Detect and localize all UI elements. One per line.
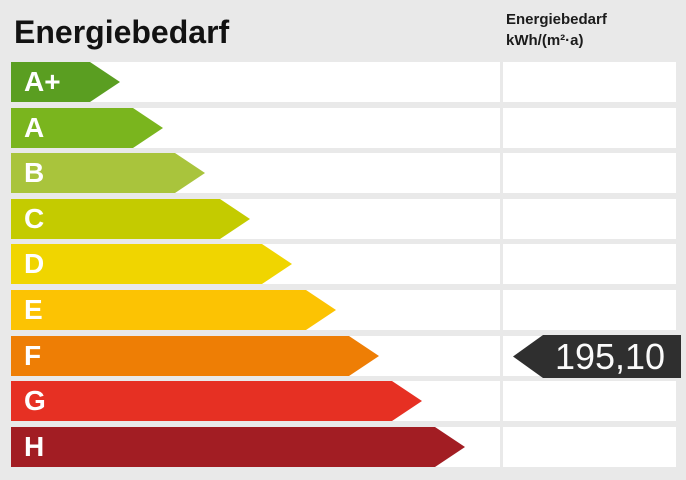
value-cell xyxy=(503,153,676,193)
value-cell xyxy=(503,62,676,102)
class-label: G xyxy=(24,385,46,416)
value-column-header-line1: Energiebedarf xyxy=(506,11,607,28)
value-column-header: Energiebedarf kWh/(m²·a) xyxy=(506,9,607,51)
arrow-h: H xyxy=(11,427,465,467)
value-cell xyxy=(503,427,676,467)
scale-row-a-plus: A+ xyxy=(0,62,686,102)
scale-row-d: D xyxy=(0,244,686,284)
scale-row-a: A xyxy=(0,108,686,148)
scale-row-b: B xyxy=(0,153,686,193)
scale-row-g: G xyxy=(0,381,686,421)
value-cell xyxy=(503,108,676,148)
arrow-b: B xyxy=(11,153,205,193)
page-title: Energiebedarf xyxy=(14,14,230,50)
arrow-e: E xyxy=(11,290,336,330)
value-marker: 195,10 xyxy=(513,335,681,378)
class-label: D xyxy=(24,248,45,279)
class-label: F xyxy=(24,340,42,371)
class-label: A+ xyxy=(24,66,61,97)
class-label: B xyxy=(24,157,45,188)
class-label: A xyxy=(24,112,45,143)
class-label: H xyxy=(24,431,45,462)
arrow-a: A xyxy=(11,108,163,148)
class-label: E xyxy=(24,294,43,325)
scale-row-h: H xyxy=(0,427,686,467)
arrow-c: C xyxy=(11,199,250,239)
arrow-f: F xyxy=(11,336,379,376)
scale-row-e: E xyxy=(0,290,686,330)
arrow-d: D xyxy=(11,244,292,284)
class-label: C xyxy=(24,203,45,234)
value-marker-text: 195,10 xyxy=(554,335,666,377)
arrow-g: G xyxy=(11,381,422,421)
value-cell xyxy=(503,381,676,421)
value-column-header-line2: kWh/(m²·a) xyxy=(506,32,584,49)
value-cell xyxy=(503,244,676,284)
value-cell xyxy=(503,199,676,239)
scale-row-c: C xyxy=(0,199,686,239)
value-cell xyxy=(503,290,676,330)
